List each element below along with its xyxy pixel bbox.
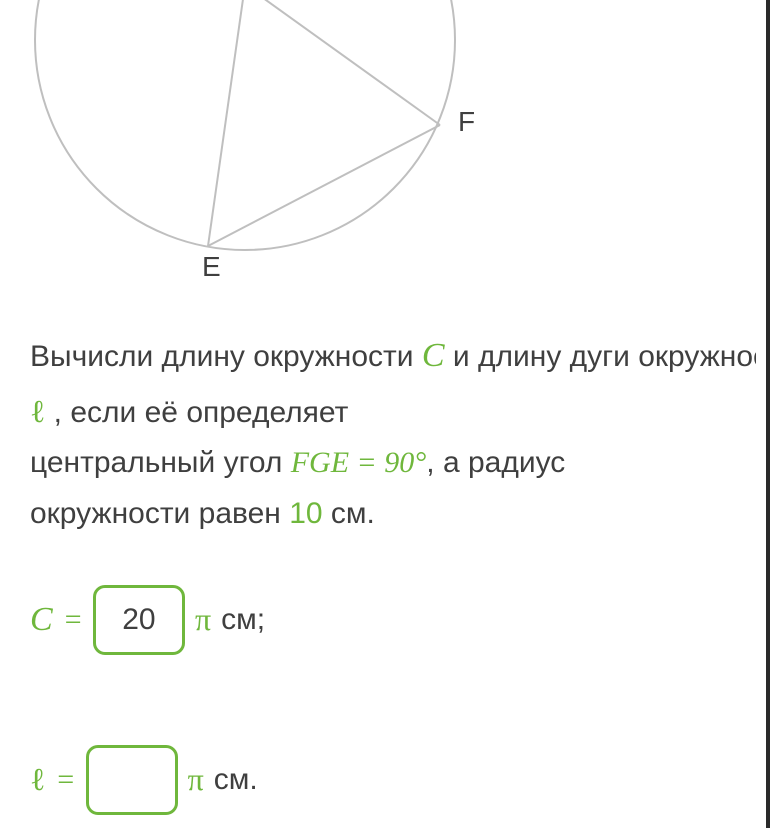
- sym-l: ℓ: [30, 393, 45, 429]
- t4b: см.: [323, 497, 375, 530]
- answer-l-sym: ℓ: [30, 755, 45, 805]
- line-ge: [208, 0, 245, 246]
- pi-2: π: [188, 755, 204, 805]
- input-l[interactable]: [86, 745, 178, 815]
- line-gf: [245, 0, 440, 125]
- label-f: F: [458, 106, 475, 137]
- label-e: E: [202, 251, 221, 282]
- t2a: , если её определяет: [45, 396, 348, 429]
- circle: [35, 0, 455, 250]
- unit-2: см.: [214, 757, 258, 804]
- t1b: и длину дуги окружности: [445, 340, 756, 373]
- eq-sign-2: =: [55, 757, 75, 804]
- answer-c-sym: C: [30, 594, 53, 647]
- scroll-edge: [766, 0, 770, 828]
- input-c[interactable]: [93, 585, 185, 655]
- line-2: ℓ , если её определяет: [30, 387, 756, 437]
- eq-sign-1: =: [63, 597, 83, 644]
- t4a: окружности равен: [30, 497, 289, 530]
- line-fe: [208, 125, 440, 246]
- t3a: центральный угол: [30, 446, 291, 479]
- problem-text: Вычисли длину окружности C и длину дуги …: [30, 330, 756, 815]
- line-4: окружности равен 10 см.: [30, 491, 756, 538]
- answer-row-l: ℓ = π см.: [30, 745, 756, 815]
- unit-1: см;: [221, 597, 265, 644]
- t1a: Вычисли длину окружности: [30, 340, 422, 373]
- sym-c: C: [422, 337, 445, 374]
- radius-val: 10: [289, 497, 322, 530]
- t3b: , а радиус: [426, 446, 565, 479]
- circle-diagram: G F E: [20, 0, 500, 295]
- line-3: центральный угол FGE = 90°, а радиус: [30, 440, 756, 487]
- diagram-svg: G F E: [20, 0, 500, 290]
- pi-1: π: [195, 595, 211, 645]
- angle-fge: FGE = 90°: [291, 446, 427, 479]
- answer-row-c: C = π см;: [30, 585, 756, 655]
- line-1: Вычисли длину окружности C и длину дуги …: [30, 330, 756, 383]
